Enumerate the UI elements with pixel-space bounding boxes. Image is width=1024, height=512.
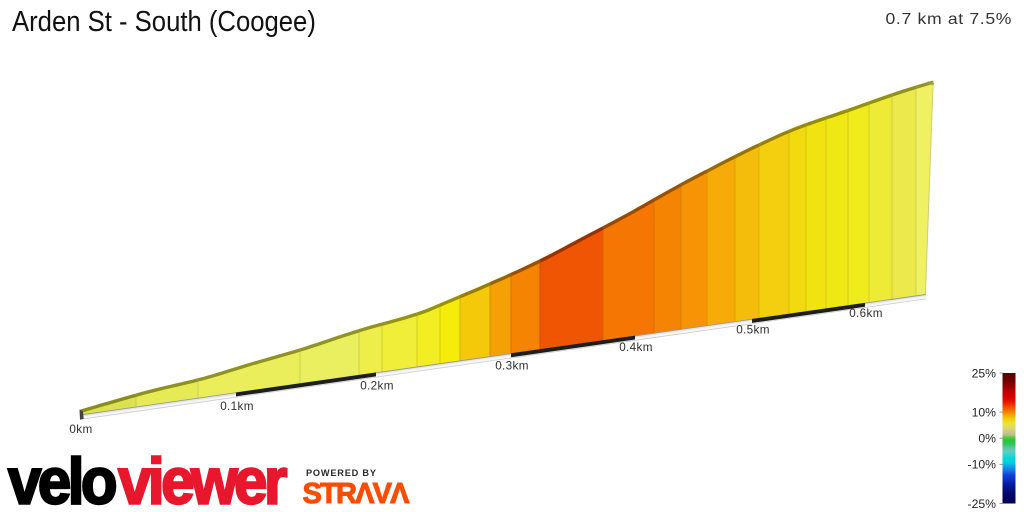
svg-text:0.3km: 0.3km	[495, 359, 529, 372]
svg-text:-25%: -25%	[968, 497, 997, 511]
svg-text:0%: 0%	[978, 432, 996, 446]
svg-text:0.4km: 0.4km	[619, 341, 653, 354]
svg-text:10%: 10%	[972, 405, 997, 419]
svg-text:25%: 25%	[972, 366, 997, 380]
svg-text:0.6km: 0.6km	[849, 307, 883, 320]
svg-text:0.2km: 0.2km	[360, 379, 394, 392]
svg-text:0.5km: 0.5km	[736, 324, 770, 337]
svg-text:0km: 0km	[69, 423, 92, 436]
svg-text:0.1km: 0.1km	[220, 400, 254, 413]
svg-text:-10%: -10%	[968, 458, 997, 472]
